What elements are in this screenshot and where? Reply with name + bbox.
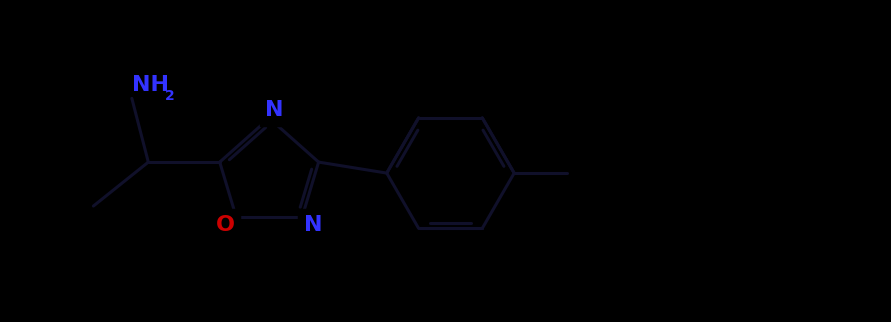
Text: 2: 2 <box>165 89 175 103</box>
Text: N: N <box>304 215 323 235</box>
Text: NH: NH <box>132 75 168 95</box>
Text: O: O <box>216 215 234 235</box>
Text: N: N <box>266 100 284 120</box>
